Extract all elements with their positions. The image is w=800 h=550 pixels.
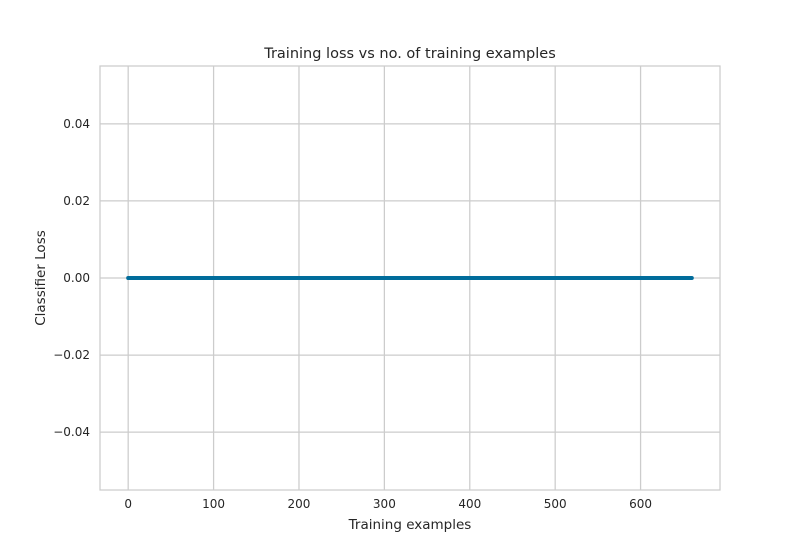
x-tick-label: 400 (458, 497, 481, 511)
y-axis-label: Classifier Loss (33, 230, 49, 326)
chart-title: Training loss vs no. of training example… (263, 46, 556, 62)
x-tick-labels: 0 100 200 300 400 500 600 (124, 497, 652, 511)
y-tick-label: −0.04 (53, 425, 90, 439)
y-tick-label: 0.00 (63, 271, 90, 285)
x-tick-label: 0 (124, 497, 132, 511)
x-tick-label: 300 (373, 497, 396, 511)
x-tick-label: 600 (629, 497, 652, 511)
x-tick-label: 200 (288, 497, 311, 511)
y-tick-label: 0.04 (63, 117, 90, 131)
y-tick-label: −0.02 (53, 348, 90, 362)
y-tick-label: 0.02 (63, 194, 90, 208)
x-tick-label: 500 (544, 497, 567, 511)
y-tick-labels: −0.04 −0.02 0.00 0.02 0.04 (53, 117, 90, 439)
x-tick-label: 100 (202, 497, 225, 511)
plot-frame (99, 65, 721, 491)
x-axis-label: Training examples (348, 517, 472, 533)
